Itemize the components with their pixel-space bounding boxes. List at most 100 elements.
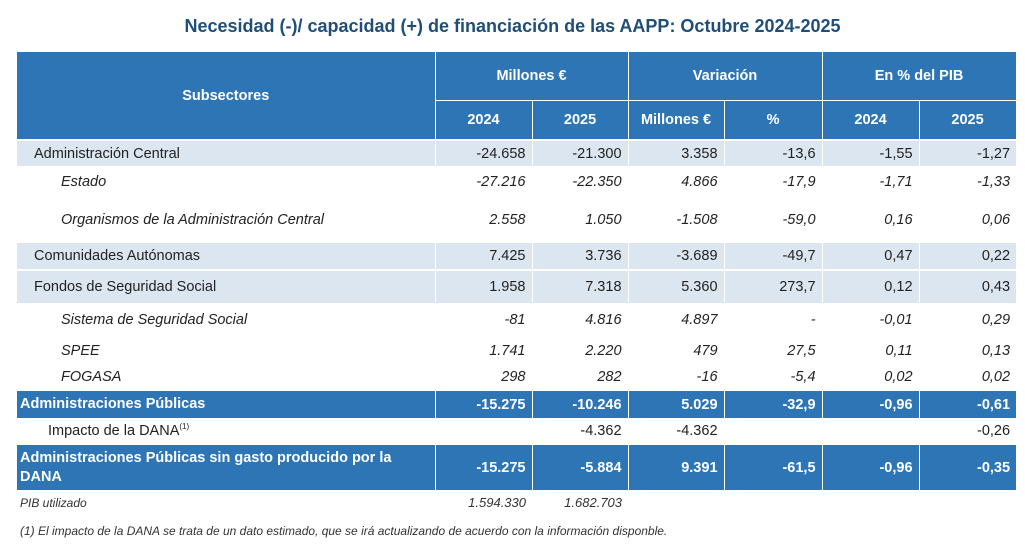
cell-value: 3.736 — [531, 241, 629, 270]
cell-value: 5.029 — [627, 389, 725, 418]
row-label: FOGASA — [17, 365, 435, 390]
cell-value: -21.300 — [531, 139, 629, 166]
cell-value: -81 — [434, 303, 532, 337]
cell-value: -0,26 — [918, 418, 1017, 444]
cell-value: 1.958 — [434, 269, 532, 303]
cell-value: 0,16 — [821, 198, 920, 242]
row-label-text: Estado — [61, 174, 107, 190]
cell-value: 0,29 — [918, 303, 1017, 337]
subheader: Millones € — [627, 100, 725, 141]
cell-value — [723, 418, 823, 444]
row-label-text: SPEE — [61, 343, 100, 359]
cell-value: -4.362 — [531, 418, 629, 444]
row-label-text: PIB utilizado — [20, 495, 87, 510]
row-label-text: Organismos de la Administración Central — [61, 211, 324, 228]
cell-value: -0,61 — [918, 389, 1017, 418]
cell-value: 0,43 — [918, 269, 1017, 303]
table-row: PIB utilizado 1.594.330 1.682.703 — [17, 490, 1016, 515]
table-row: Comunidades Autónomas 7.425 3.736 -3.689 -49… — [17, 241, 1017, 270]
header-pib: En % del PIB — [821, 52, 1017, 101]
table-row: Fondos de Seguridad Social 1.958 7.318 5.36… — [17, 269, 1017, 303]
cell-value: 3.358 — [627, 139, 725, 166]
cell-value: 0,11 — [821, 337, 920, 365]
subheader: 2025 — [918, 100, 1017, 141]
table-title: Necesidad (-)/ capacidad (+) de financia… — [184, 16, 841, 36]
cell-value: -1,71 — [821, 166, 920, 198]
cell-value: -3.689 — [627, 241, 725, 270]
row-label: Impacto de la DANA(1) — [17, 418, 435, 444]
cell-value: 27,5 — [723, 337, 823, 365]
cell-value: -1,55 — [821, 139, 920, 166]
cell-value: 5.360 — [627, 269, 725, 303]
cell-value: -27.216 — [434, 166, 532, 198]
cell-value: 282 — [531, 365, 629, 390]
table-row: Administración Central -24.658 -21.300 3.35… — [17, 139, 1017, 166]
cell-value: -4.362 — [627, 418, 725, 444]
cell-value: -61,5 — [723, 443, 823, 490]
cell-value: 0,22 — [918, 241, 1017, 270]
cell-value: 2.220 — [531, 337, 629, 365]
cell-value: 479 — [627, 337, 725, 365]
cell-value: 0,12 — [821, 269, 920, 303]
cell-value — [434, 418, 532, 444]
row-label-text: Impacto de la DANA — [48, 422, 180, 439]
row-label: Administraciones Públicas sin gasto prod… — [17, 443, 435, 490]
row-label-text: Comunidades Autónomas — [34, 248, 201, 264]
cell-value: -24.658 — [434, 139, 532, 166]
row-label-text: Administración Central — [34, 145, 180, 162]
cell-value: 273,7 — [723, 269, 823, 303]
cell-value — [822, 490, 919, 515]
row-label: Administraciones Públicas — [17, 389, 435, 418]
cell-value: 7.425 — [434, 241, 532, 270]
cell-value: 1.741 — [434, 337, 532, 365]
cell-value: 1.050 — [531, 198, 629, 242]
cell-value: -0,96 — [821, 389, 920, 418]
row-label-text: Administraciones Públicas — [20, 396, 206, 412]
cell-value: 0,02 — [821, 365, 920, 390]
cell-value — [724, 490, 822, 515]
cell-value: -32,9 — [723, 389, 823, 418]
row-label: Administración Central — [17, 139, 435, 166]
header-subsectores: Subsectores — [17, 52, 436, 141]
cell-value: -5,4 — [723, 365, 823, 390]
row-label-text: Fondos de Seguridad Social — [34, 279, 217, 295]
financing-table: Subsectores Millones € Variación En % de… — [17, 52, 1017, 515]
cell-value: - — [723, 303, 823, 337]
cell-value: 0,13 — [918, 337, 1017, 365]
cell-value: -16 — [627, 365, 725, 390]
cell-value: -22.350 — [531, 166, 629, 198]
row-label: SPEE — [17, 337, 435, 365]
footnote-ref: (1) — [179, 422, 190, 432]
header-millones: Millones € — [434, 52, 629, 101]
cell-value: 4.816 — [531, 303, 629, 337]
cell-value: 0,47 — [821, 241, 920, 270]
cell-value: -1.508 — [627, 198, 725, 242]
cell-value: 1.594.330 — [468, 495, 526, 510]
cell-value: -0,01 — [821, 303, 920, 337]
cell-value: -17,9 — [723, 166, 823, 198]
table-row: SPEE 1.741 2.220 479 27,5 0,11 0,13 — [17, 337, 1017, 365]
subheader: 2024 — [434, 100, 533, 141]
cell-value — [919, 490, 1016, 515]
table-row: Organismos de la Administración Central 2… — [17, 198, 1017, 242]
cell-value — [628, 490, 724, 515]
cell-value — [821, 418, 920, 444]
row-label: Fondos de Seguridad Social — [17, 269, 435, 303]
cell-value: 7.318 — [531, 269, 629, 303]
cell-value: 1.682.703 — [564, 495, 623, 510]
cell-value: -15.275 — [434, 443, 532, 490]
cell-value: -0,96 — [821, 443, 920, 490]
table-row: Sistema de Seguridad Social -81 4.816 4.897… — [17, 303, 1017, 337]
row-label-text: Sistema de Seguridad Social — [61, 312, 248, 328]
cell-value: -5.884 — [531, 443, 629, 490]
cell-value: -15.275 — [434, 389, 532, 418]
subheader: % — [723, 100, 823, 141]
row-label: Sistema de Seguridad Social — [17, 303, 435, 337]
table-row: Administraciones Públicas -15.275 -10.246 5… — [17, 389, 1017, 418]
subheader: 2024 — [821, 100, 920, 141]
row-label: Comunidades Autónomas — [17, 241, 435, 270]
row-label: Organismos de la Administración Central — [17, 198, 435, 242]
cell-value: 4.866 — [627, 166, 725, 198]
row-label-text: FOGASA — [61, 369, 122, 385]
subheader: 2025 — [531, 100, 629, 141]
